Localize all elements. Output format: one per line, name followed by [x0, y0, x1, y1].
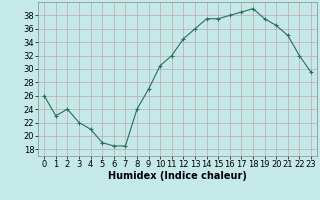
X-axis label: Humidex (Indice chaleur): Humidex (Indice chaleur) [108, 171, 247, 181]
